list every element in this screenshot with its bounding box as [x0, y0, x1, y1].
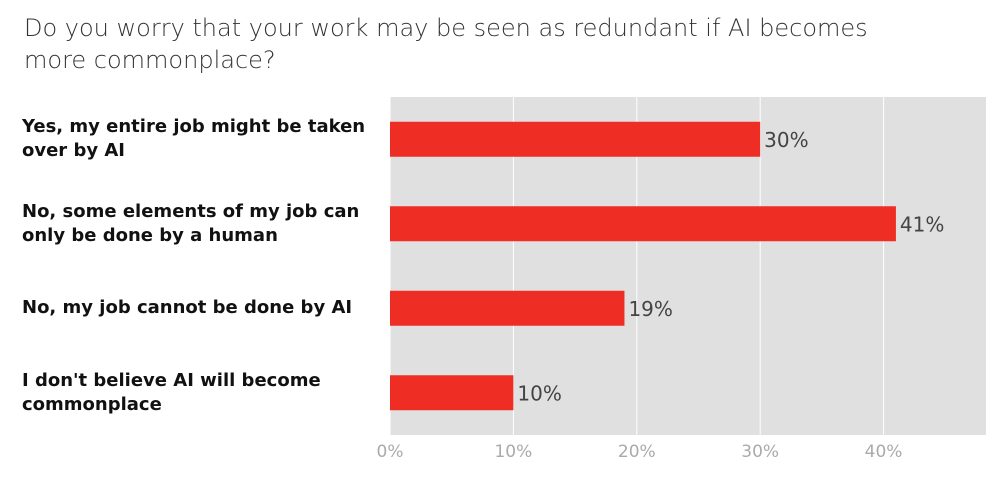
x-tick-label: 30%: [741, 442, 779, 462]
category-label: No, some elements of my job can only be …: [22, 200, 360, 246]
bar: [390, 375, 514, 411]
value-label: 10%: [517, 381, 561, 405]
x-tick-label: 0%: [377, 442, 404, 462]
x-tick-label: 20%: [618, 442, 656, 462]
category-label: No, my job cannot be done by AI: [22, 297, 353, 319]
bar: [390, 206, 896, 242]
bar: [390, 121, 761, 157]
bar: [390, 290, 625, 326]
value-label: 30%: [764, 128, 808, 152]
value-label: 41%: [900, 212, 944, 236]
category-label: I don't believe AI will become commonpla…: [22, 369, 321, 415]
x-tick-label: 40%: [865, 442, 903, 462]
category-label: Yes, my entire job might be taken over b…: [22, 116, 366, 162]
chart-title: Do you worry that your work may be seen …: [24, 14, 868, 74]
x-tick-label: 10%: [494, 442, 532, 462]
value-label: 19%: [628, 297, 672, 321]
